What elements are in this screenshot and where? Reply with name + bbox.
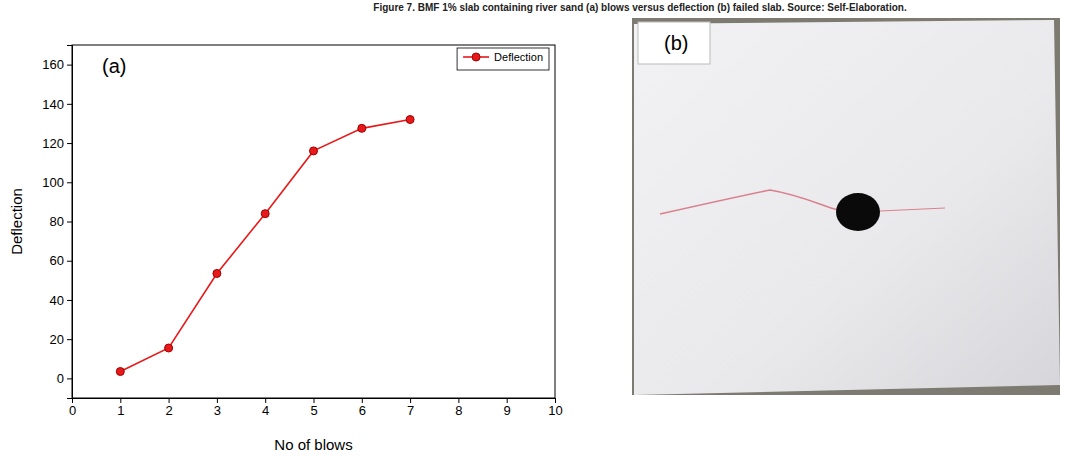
plot-frame xyxy=(72,45,555,398)
x-tick-label: 2 xyxy=(165,403,172,418)
y-tick-label: 0 xyxy=(57,371,64,386)
y-tick: 140 xyxy=(42,96,72,111)
data-point xyxy=(165,344,173,352)
y-tick-mark xyxy=(67,65,72,66)
x-tick: 1 xyxy=(117,398,124,418)
y-tick: 60 xyxy=(50,253,72,268)
data-point xyxy=(310,147,318,155)
x-axis-title: No of blows xyxy=(274,436,352,453)
x-tick: 3 xyxy=(214,398,221,418)
y-tick: 160 xyxy=(42,57,72,72)
data-point xyxy=(213,269,221,277)
crack-line xyxy=(660,190,838,214)
y-tick: 0 xyxy=(57,371,72,386)
x-tick: 9 xyxy=(504,398,511,418)
x-axis: 0 1 2 3 4 5 6 7 8 9 10 xyxy=(69,398,563,418)
x-tick: 0 xyxy=(69,398,76,418)
punch-hole xyxy=(836,193,880,231)
x-tick: 6 xyxy=(359,398,366,418)
y-tick-mark xyxy=(67,222,72,223)
y-tick-mark xyxy=(67,300,72,301)
data-point xyxy=(261,210,269,218)
y-tick: 40 xyxy=(50,293,72,308)
y-tick: 80 xyxy=(50,214,72,229)
x-tick-label: 6 xyxy=(359,403,366,418)
x-tick-label: 5 xyxy=(310,403,317,418)
x-tick-label: 9 xyxy=(504,403,511,418)
y-axis-line xyxy=(67,46,73,399)
y-tick-mark xyxy=(67,339,72,340)
legend-entry: Deflection xyxy=(463,51,543,63)
x-tick-label: 3 xyxy=(214,403,221,418)
y-tick-label: 20 xyxy=(50,332,64,347)
series-line xyxy=(120,120,410,372)
x-tick-label: 4 xyxy=(262,403,269,418)
x-tick: 10 xyxy=(548,398,562,418)
data-point xyxy=(406,116,414,124)
slab xyxy=(634,20,1060,395)
y-tick-label: 100 xyxy=(42,175,64,190)
y-tick-label: 60 xyxy=(50,253,64,268)
x-tick-label: 0 xyxy=(69,403,76,418)
x-tick-label: 7 xyxy=(407,403,414,418)
y-tick: 20 xyxy=(50,332,72,347)
y-tick-mark xyxy=(67,104,72,105)
plot-area xyxy=(116,116,414,376)
y-tick-label: 160 xyxy=(42,57,64,72)
y-tick-mark xyxy=(67,143,72,144)
y-tick: 100 xyxy=(42,175,72,190)
y-axis: 0 20 40 60 80 100 120 140 160 xyxy=(42,46,72,399)
photo-panel-label: (b) xyxy=(664,32,688,54)
x-tick-label: 10 xyxy=(548,403,562,418)
figure: Figure 7. BMF 1% slab containing river s… xyxy=(0,0,1071,461)
y-tick-mark xyxy=(67,378,72,379)
x-tick: 2 xyxy=(165,398,172,418)
x-tick: 5 xyxy=(310,398,317,418)
y-tick-label: 80 xyxy=(50,214,64,229)
legend: Deflection xyxy=(457,48,549,70)
x-tick-label: 1 xyxy=(117,403,124,418)
photo-label-box xyxy=(638,22,710,64)
y-axis-title: Deflection xyxy=(8,188,25,255)
y-tick: 120 xyxy=(42,136,72,151)
crack-line xyxy=(880,208,945,211)
data-point xyxy=(358,124,366,132)
y-tick-label: 140 xyxy=(42,96,64,111)
y-tick-label: 40 xyxy=(50,293,64,308)
legend-label: Deflection xyxy=(494,51,543,63)
x-tick-label: 8 xyxy=(455,403,462,418)
data-point xyxy=(116,368,124,376)
y-tick-mark xyxy=(67,182,72,183)
caption: Figure 7. BMF 1% slab containing river s… xyxy=(373,2,907,13)
legend-marker xyxy=(472,53,480,61)
photo-background xyxy=(632,18,1060,395)
x-tick: 4 xyxy=(262,398,269,418)
legend-box xyxy=(457,48,549,70)
x-tick: 7 xyxy=(407,398,414,418)
y-tick-label: 120 xyxy=(42,136,64,151)
x-tick: 8 xyxy=(455,398,462,418)
y-tick-mark xyxy=(67,261,72,262)
panel-label: (a) xyxy=(102,55,126,77)
